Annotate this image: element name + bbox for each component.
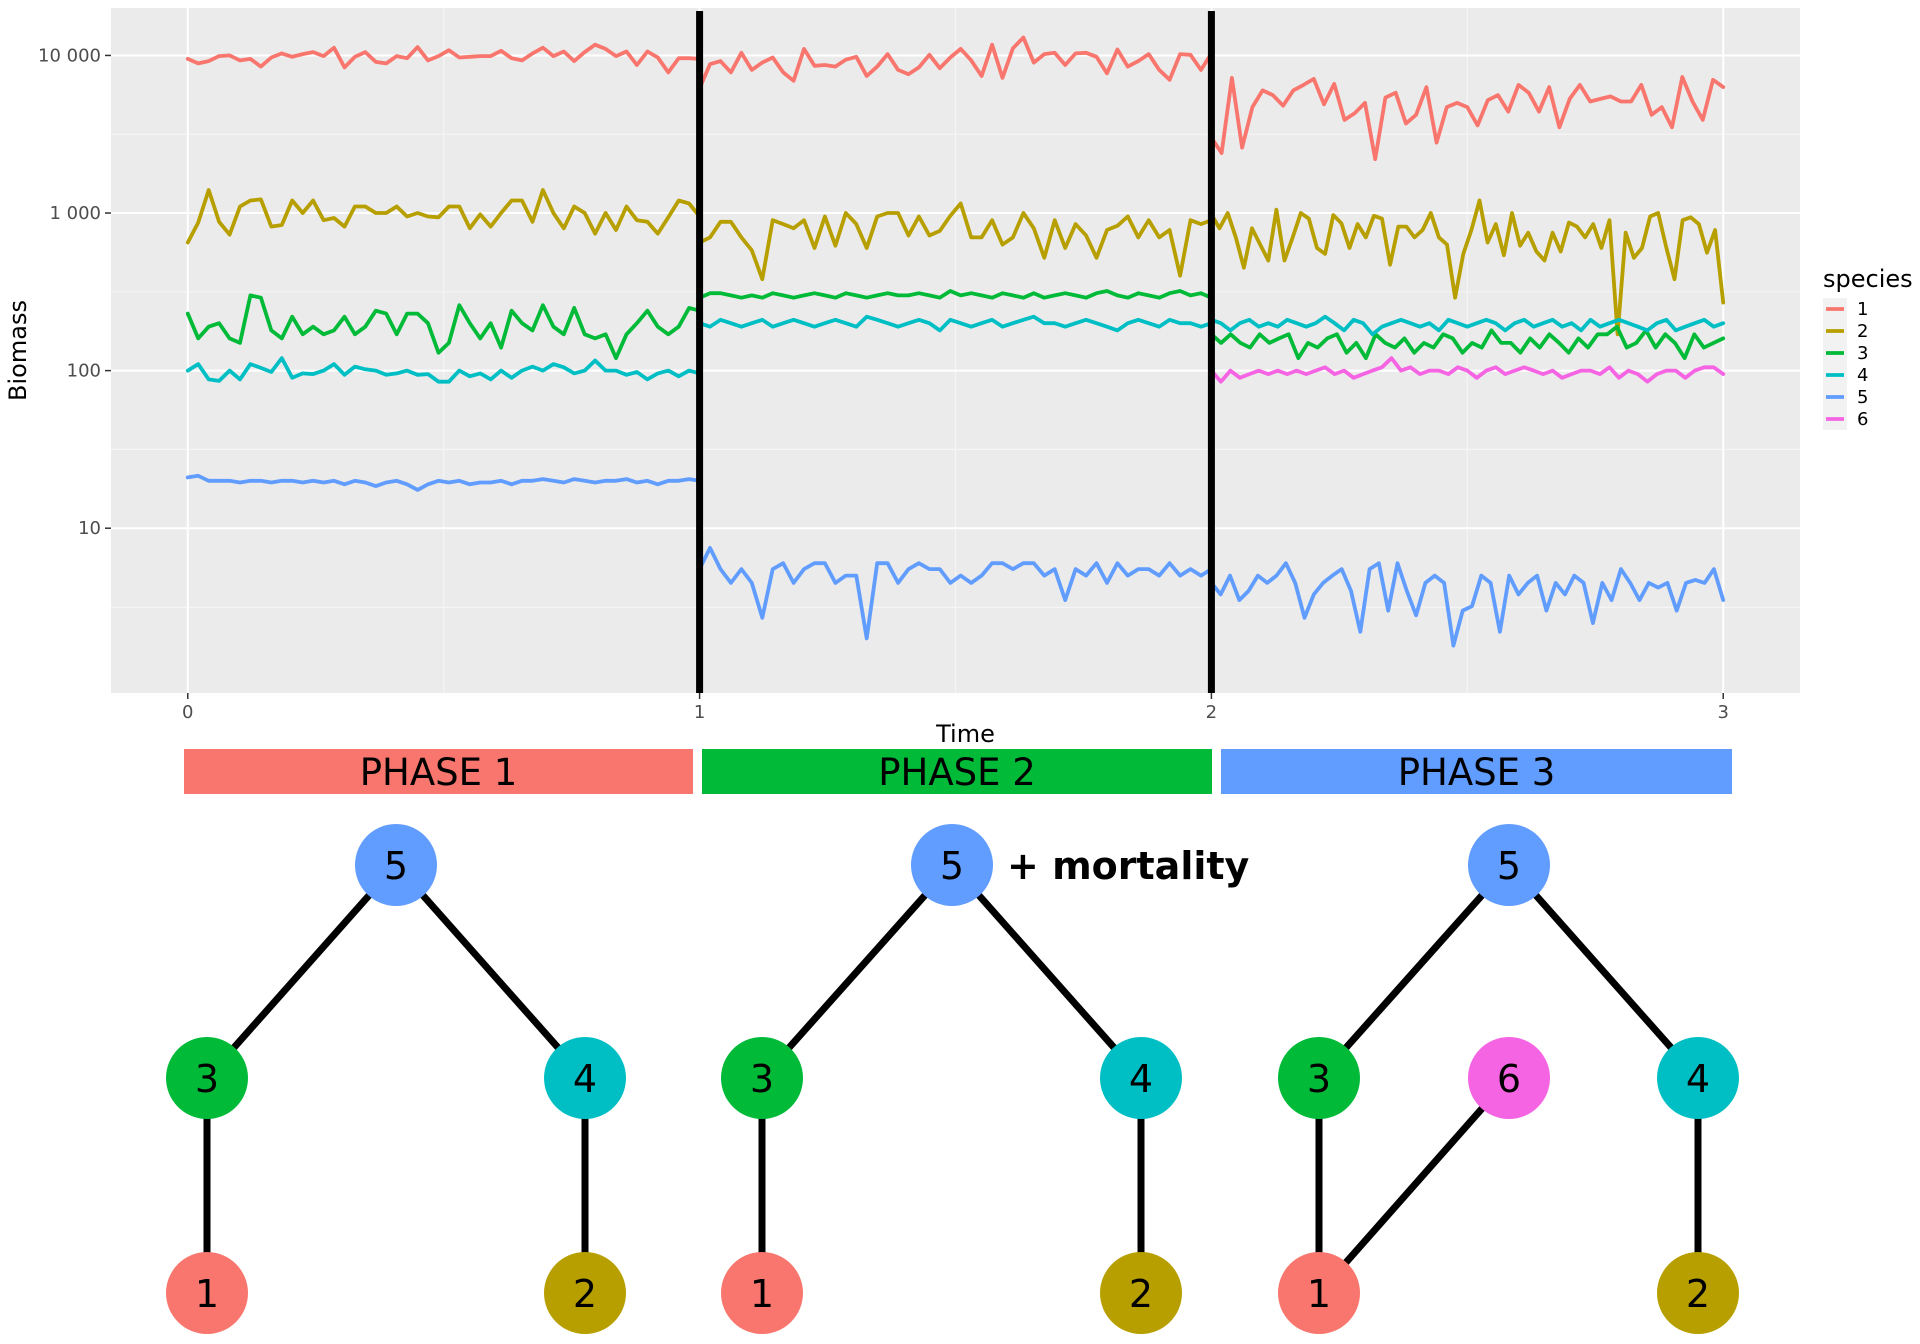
phase-3-bar [1221,749,1732,794]
legend-label-4: 4 [1857,365,1868,386]
y-tick-label: 1 000 [49,203,101,224]
legend-label-2: 2 [1857,321,1868,342]
x-axis: 0 1 2 3 [182,693,1729,723]
y-axis-title: Biomass [4,300,32,401]
phase-3-label: PHASE 3 [1398,751,1556,794]
phase-1-label: PHASE 1 [360,751,518,794]
legend-label-1: 1 [1857,299,1868,320]
node-4 [1100,1037,1182,1119]
node-5 [355,824,437,906]
series-2-line [697,201,1214,282]
node-1-label: 1 [1307,1272,1331,1316]
network-phase-2: 5 3 4 1 2 + mortality [721,824,1250,1334]
node-5-label: 5 [1497,844,1521,888]
series-1-line [1209,75,1726,162]
y-axis: 10 100 1 000 10 000 [38,45,111,539]
node-4 [544,1037,626,1119]
edge-5-4 [393,862,588,1081]
series-5-line [697,546,1214,641]
node-5-label: 5 [940,844,964,888]
series-lines [185,35,1726,648]
node-6-label: 6 [1497,1057,1521,1101]
series-6-line [1209,356,1726,384]
edge-5-3 [1316,862,1512,1081]
node-4-label: 4 [1686,1057,1710,1101]
node-3 [166,1037,248,1119]
x-tick-label: 0 [182,702,193,723]
phase-2-bar [702,749,1212,794]
legend-label-3: 3 [1857,343,1868,364]
series-4-line [1209,314,1726,337]
y-tick-label: 10 000 [38,45,101,66]
node-1 [1278,1252,1360,1334]
node-1-label: 1 [750,1272,774,1316]
mortality-note: + mortality [1007,844,1250,888]
node-2-label: 2 [1686,1272,1710,1316]
node-2-label: 2 [573,1272,597,1316]
series-4-line [697,314,1214,333]
phase-2-label: PHASE 2 [878,751,1036,794]
legend-title: species [1823,265,1913,293]
edge-5-3 [759,862,955,1081]
node-1 [166,1252,248,1334]
phase-bars: PHASE 1 PHASE 2 PHASE 3 [184,749,1732,794]
phase-boundaries [696,11,1215,693]
x-tick-label: 3 [1718,702,1729,723]
network-phase-1: 5 3 4 1 2 [166,824,626,1334]
node-2 [1657,1252,1739,1334]
phase-1-bar [184,749,693,794]
node-4-label: 4 [573,1057,597,1101]
node-2 [1100,1252,1182,1334]
legend-label-6: 6 [1857,409,1868,430]
node-3-label: 3 [195,1057,219,1101]
network-phase-3: 5 3 6 4 1 2 [1278,824,1739,1334]
node-3 [1278,1037,1360,1119]
x-axis-title: Time [935,720,995,748]
node-5 [1468,824,1550,906]
edge-5-3 [204,862,399,1081]
node-3-label: 3 [1307,1057,1331,1101]
node-3 [721,1037,803,1119]
y-tick-label: 100 [67,361,101,382]
edge-5-4 [949,862,1144,1081]
series-1-line [697,35,1214,91]
node-2-label: 2 [1129,1272,1153,1316]
y-tick-label: 10 [78,518,101,539]
series-5-line [1209,561,1726,648]
series-2-line [185,188,702,245]
node-5 [911,824,993,906]
node-4 [1657,1037,1739,1119]
node-1 [721,1252,803,1334]
node-3-label: 3 [750,1057,774,1101]
node-4-label: 4 [1129,1057,1153,1101]
node-6 [1468,1037,1550,1119]
node-1-label: 1 [195,1272,219,1316]
series-5-line [185,473,702,492]
x-tick-label: 2 [1206,702,1217,723]
node-2 [544,1252,626,1334]
edge-5-4 [1506,862,1701,1081]
series-2-line [1209,198,1726,337]
food-web-diagrams: 5 3 4 1 2 5 3 4 1 2 + mortality 5 3 6 4 1 2 [166,824,1739,1334]
series-3-line [697,289,1214,300]
legend-label-5: 5 [1857,387,1868,408]
x-tick-label: 1 [694,702,705,723]
series-1-line [185,42,702,75]
node-5-label: 5 [384,844,408,888]
series-3-line [1209,324,1726,361]
edge-6-1 [1316,1075,1512,1296]
series-4-line [185,356,702,384]
series-3-line [185,293,702,361]
